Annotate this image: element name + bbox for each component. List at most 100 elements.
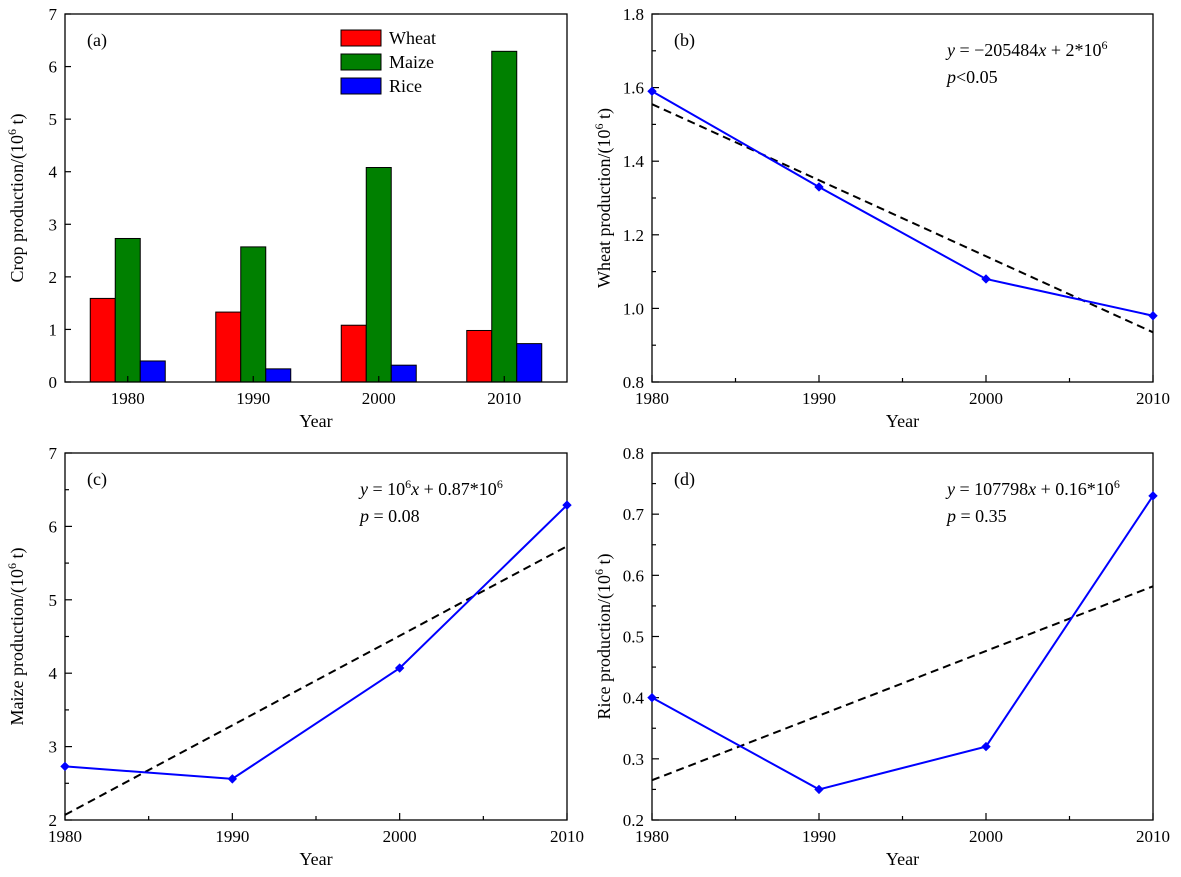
p-value: p = 0.08 — [358, 506, 420, 526]
equation-x: x — [410, 479, 419, 499]
x-tick-label: 1980 — [111, 389, 145, 408]
y-tick-label: 2 — [49, 268, 58, 287]
x-axis-label: Year — [299, 411, 332, 431]
equation-tail: + 2*10 — [1046, 40, 1101, 60]
chart-b: 1980 1990 2000 2010 0.8 1.0 1.2 1.4 1.6 1.8 Year Wh… — [592, 5, 1170, 431]
y-tick-label: 0.2 — [623, 811, 644, 830]
y-axis-label-superscript: 6 — [5, 563, 19, 569]
data-point-2010 — [1148, 311, 1158, 321]
y-tick-label: 1 — [49, 320, 58, 339]
y-tick-label: 0.6 — [623, 566, 644, 585]
data-point-2000 — [394, 663, 405, 673]
bar-maize-1990 — [240, 246, 267, 383]
p-value-text: <0.05 — [956, 67, 998, 87]
regression-equation: y = 106x + 0.87*106 — [358, 477, 503, 499]
y-axis-label-superscript: 6 — [592, 124, 606, 130]
panel-label: (d) — [674, 469, 695, 490]
y-tick-label: 0.5 — [623, 628, 644, 647]
equation-y: y — [358, 479, 368, 499]
y-axis-label-main: Wheat production/(10 — [594, 130, 615, 288]
equation-superscript: 6 — [405, 477, 411, 491]
bar-wheat-2010 — [466, 329, 493, 383]
y-tick-label: 0.3 — [623, 750, 644, 769]
y-tick-label: 1.0 — [623, 299, 644, 318]
y-tick-label: 0.7 — [623, 505, 645, 524]
panel-label: (a) — [87, 30, 107, 51]
y-tick-label: 1.4 — [623, 152, 645, 171]
y-tick-label: 5 — [49, 591, 58, 610]
x-tick-label: 1990 — [802, 827, 836, 846]
y-axis-label-superscript: 6 — [592, 569, 606, 575]
y-axis-label: Crop production/(106 t) — [5, 114, 28, 283]
y-tick-label: 7 — [49, 444, 58, 463]
equation-body: = 107798 — [955, 479, 1028, 499]
y-tick-label: 6 — [49, 58, 58, 77]
trend-line — [651, 585, 1154, 782]
x-tick-label: 1980 — [48, 827, 82, 846]
x-tick-label: 1980 — [635, 389, 669, 408]
bar-wheat-2000 — [340, 324, 367, 383]
trend-line — [651, 103, 1154, 334]
bar-maize-1980 — [114, 237, 141, 383]
y-axis-label-unit: t) — [7, 548, 28, 564]
plot-frame — [651, 452, 1154, 821]
y-axis-label: Maize production/(106 t) — [5, 548, 28, 726]
x-axis-label: Year — [886, 411, 919, 431]
p-value-text: = 0.35 — [956, 506, 1007, 526]
y-axis-label-superscript: 6 — [5, 129, 19, 135]
x-axis-label: Year — [299, 849, 332, 869]
bar-rice-2010 — [516, 343, 543, 383]
x-tick-label: 2000 — [362, 389, 396, 408]
x-tick-label: 1990 — [215, 827, 249, 846]
y-tick-label: 3 — [49, 738, 58, 757]
bar-rice-1980 — [139, 360, 166, 383]
y-tick-label: 2 — [49, 811, 58, 830]
x-tick-label: 2000 — [383, 827, 417, 846]
y-tick-label: 1.6 — [623, 79, 644, 98]
data-line — [64, 504, 568, 780]
plot-frame — [651, 13, 1154, 383]
data-point-2010 — [1148, 491, 1158, 501]
y-tick-label: 0.4 — [623, 689, 645, 708]
legend-swatch-maize — [340, 53, 382, 71]
y-tick-label: 1.8 — [623, 5, 644, 24]
y-tick-label: 3 — [49, 215, 58, 234]
data-point-1980 — [647, 692, 657, 703]
y-tick-label: 7 — [49, 5, 58, 24]
y-tick-label: 0.8 — [623, 444, 644, 463]
bar-maize-2000 — [365, 167, 392, 383]
x-tick-label: 1990 — [802, 389, 836, 408]
bar-wheat-1990 — [215, 311, 242, 383]
p-value-symbol: p — [945, 506, 956, 526]
panel-label: (b) — [674, 30, 695, 51]
data-point-1990 — [814, 182, 824, 192]
equation-y: y — [945, 40, 955, 60]
legend-label-wheat: Wheat — [389, 28, 436, 48]
y-axis-label-main: Rice production/(10 — [594, 575, 615, 719]
p-value: p<0.05 — [945, 67, 998, 87]
chart-d: 1980 1990 2000 2010 0.2 0.3 0.4 0.5 0.6 0.7 0.8 Yea… — [592, 444, 1170, 869]
p-value-symbol: p — [358, 506, 369, 526]
y-tick-label: 5 — [49, 110, 58, 129]
y-axis-label-main: Crop production/(10 — [7, 135, 28, 282]
panel-label: (c) — [87, 469, 107, 490]
regression-equation: y = −205484x + 2*106 — [945, 38, 1107, 60]
plot-frame — [64, 452, 568, 821]
y-axis-label-unit: t) — [594, 108, 615, 124]
bar-wheat-1980 — [89, 297, 116, 383]
y-axis-label-unit: t) — [594, 554, 615, 570]
data-line — [651, 90, 1154, 317]
bar-rice-2000 — [390, 364, 417, 383]
chart-a: 1980 1990 2000 2010 0 1 2 3 4 5 6 7 Year Crop product… — [5, 5, 568, 431]
legend-label-rice: Rice — [389, 76, 422, 96]
trend-line — [64, 545, 568, 816]
x-tick-label: 2010 — [487, 389, 521, 408]
equation-x: x — [1027, 479, 1036, 499]
legend-label-maize: Maize — [389, 52, 434, 72]
regression-equation: y = 107798x + 0.16*106 — [945, 477, 1120, 499]
y-axis-label: Wheat production/(106 t) — [592, 108, 615, 288]
data-line — [651, 495, 1154, 791]
equation-y: y — [945, 479, 955, 499]
data-point-1990 — [227, 774, 238, 784]
equation-x: x — [1037, 40, 1046, 60]
